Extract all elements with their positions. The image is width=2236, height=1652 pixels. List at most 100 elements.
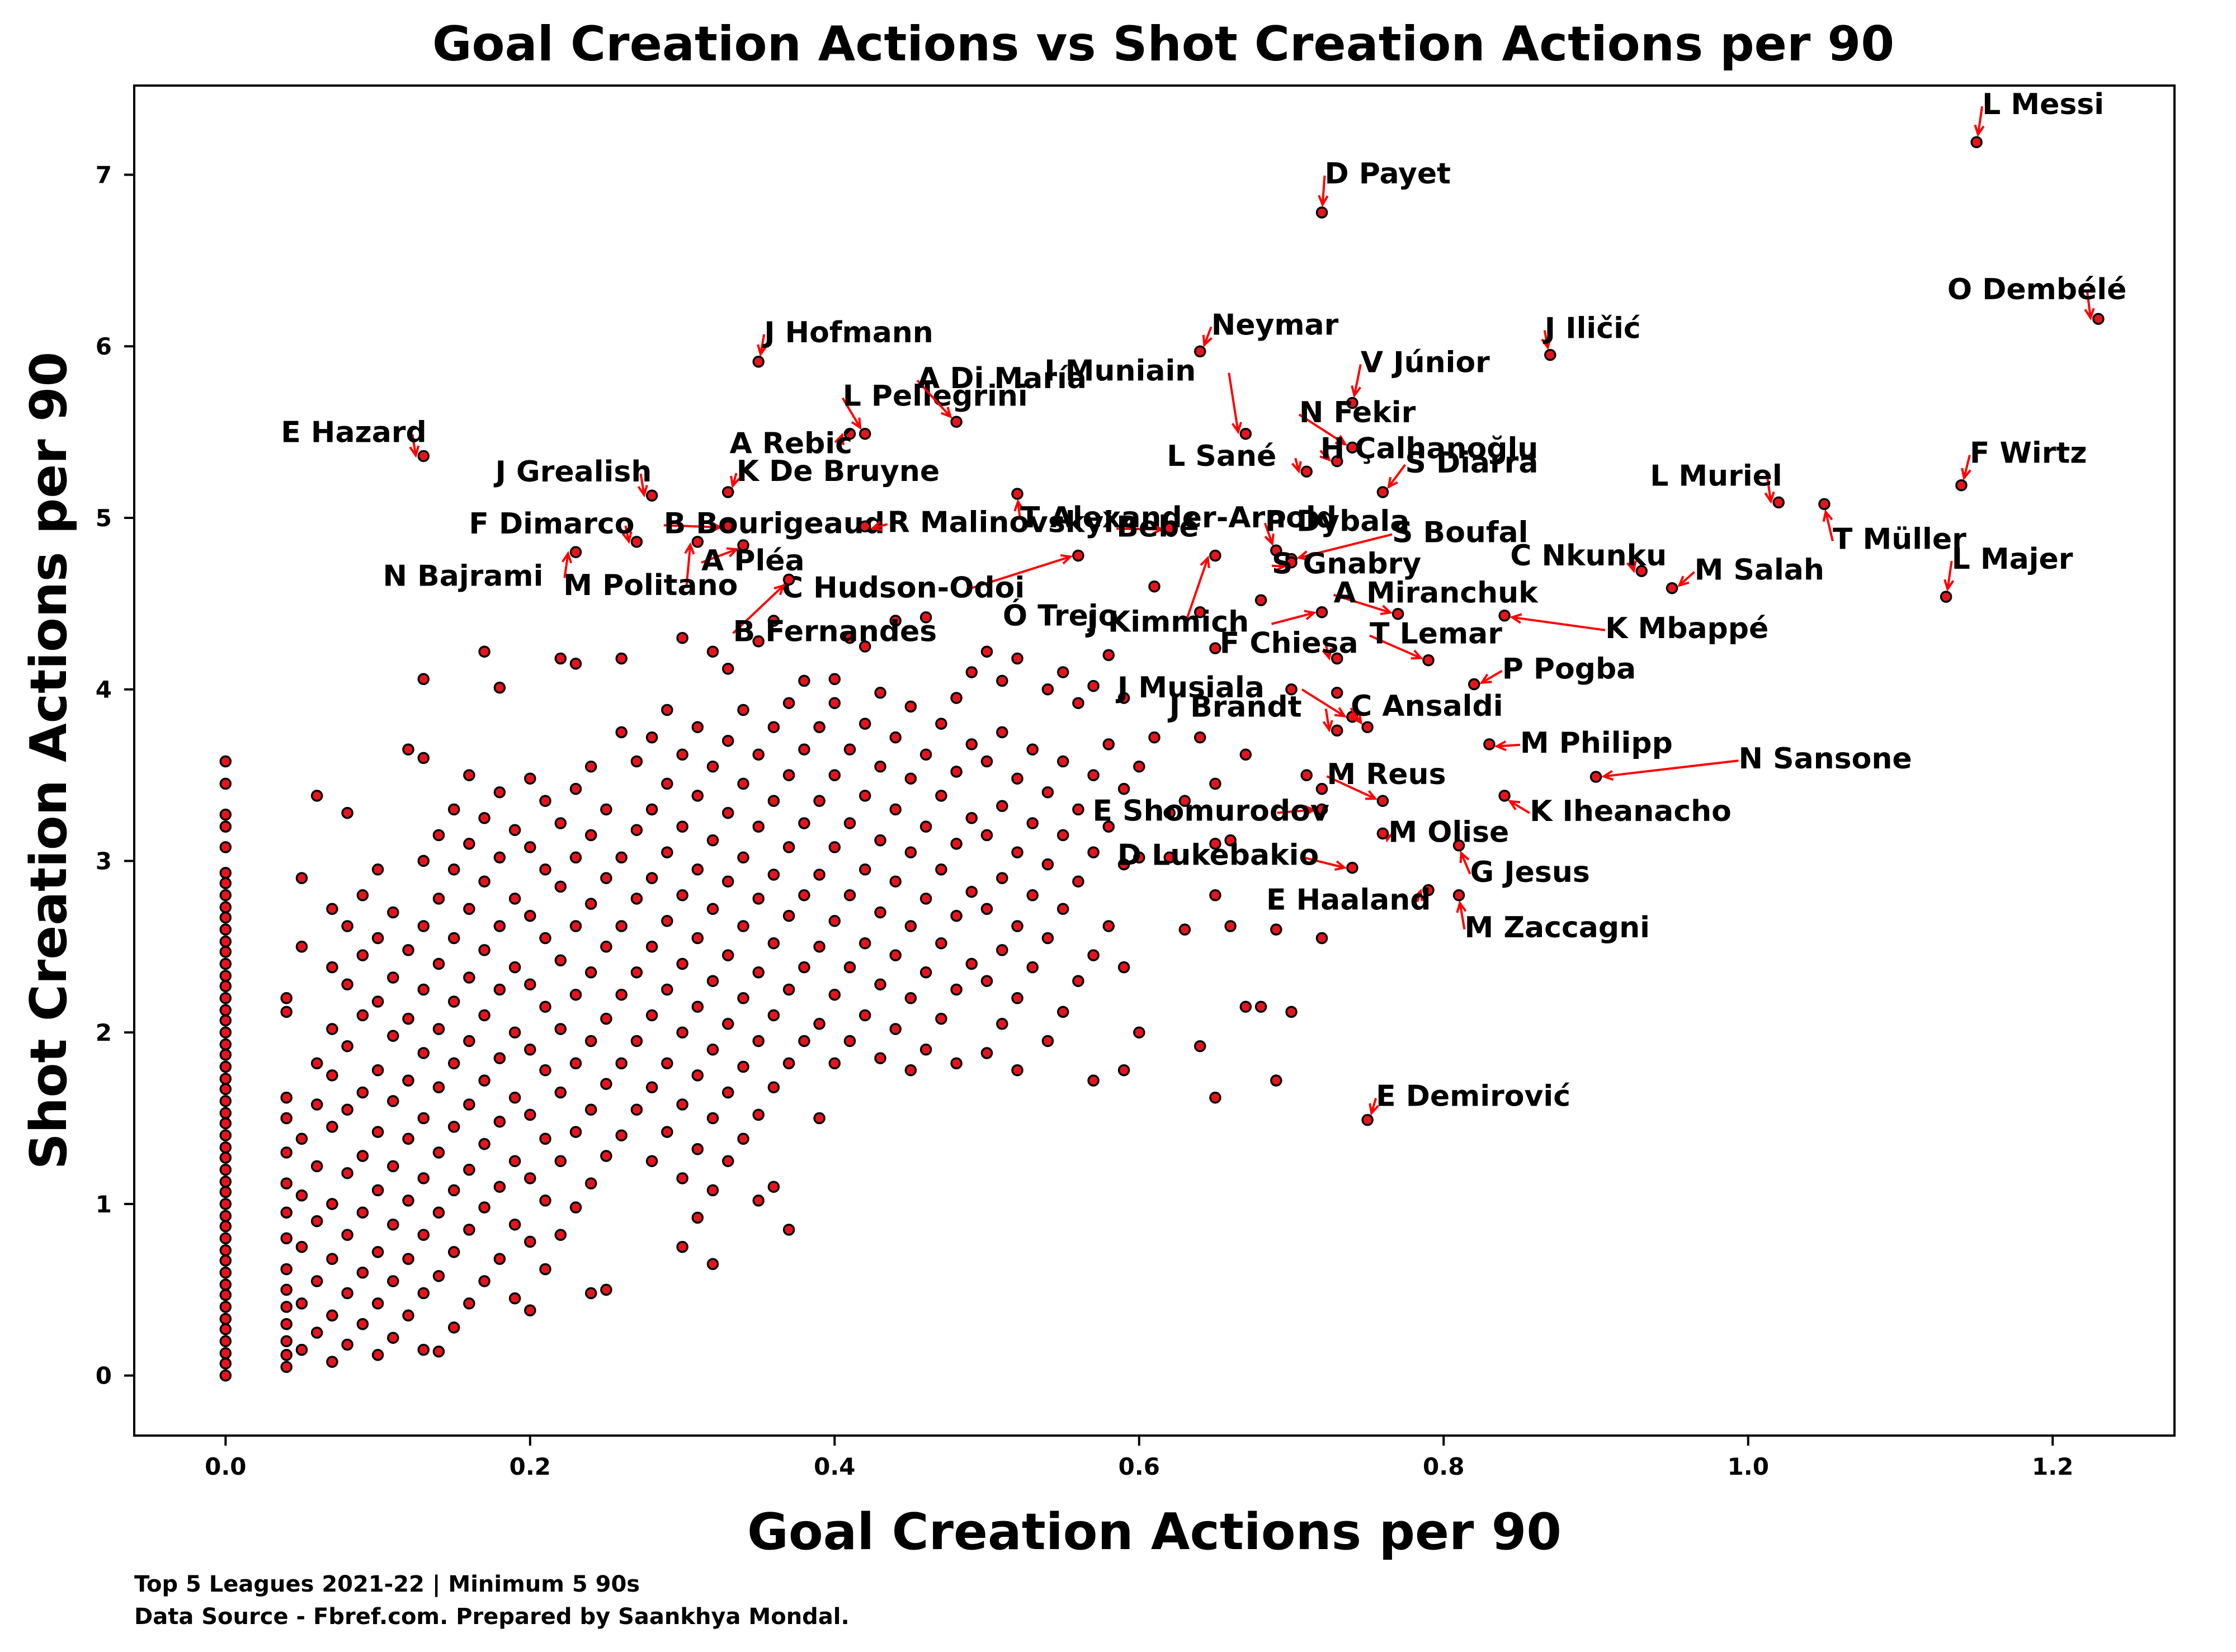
scatter-point — [706, 1184, 719, 1197]
scatter-point — [219, 1129, 232, 1141]
labeled-point: A Di María — [916, 362, 1087, 428]
scatter-point — [645, 1081, 658, 1094]
scatter-point — [387, 1095, 399, 1107]
scatter-point — [874, 834, 886, 847]
scatter-point — [1772, 496, 1785, 509]
scatter-point — [1072, 803, 1084, 816]
scatter-point — [371, 1246, 384, 1258]
scatter-point — [1011, 920, 1023, 932]
scatter-point — [417, 1287, 430, 1300]
labeled-point: G Jesus — [1452, 839, 1590, 889]
scatter-point — [1209, 838, 1221, 850]
labeled-point: J Brandt — [1168, 690, 1343, 737]
scatter-point — [447, 1321, 460, 1334]
annotation-arrow — [1369, 634, 1422, 659]
scatter-point — [828, 1057, 841, 1070]
scatter-point — [843, 427, 856, 440]
scatter-point — [219, 992, 232, 1004]
scatter-point — [219, 980, 232, 993]
scatter-point — [965, 885, 978, 898]
scatter-point — [1087, 769, 1100, 781]
scatter-point — [219, 1369, 232, 1382]
scatter-point — [1285, 683, 1298, 696]
y-tick-label: 4 — [96, 676, 112, 704]
scatter-point — [752, 820, 765, 833]
scatter-point — [904, 920, 917, 932]
annotation-arrowhead — [684, 542, 695, 555]
scatter-point — [584, 829, 597, 842]
scatter-point — [387, 1160, 399, 1173]
scatter-point — [1026, 743, 1039, 756]
scatter-point — [1163, 522, 1176, 535]
labeled-point: Neymar — [1194, 308, 1339, 358]
scatter-point — [996, 944, 1008, 956]
scatter-point — [1300, 465, 1313, 478]
scatter-point — [996, 800, 1008, 813]
x-axis-ticks: 0.0 0.2 0.4 0.6 0.8 1.0 1.2 — [205, 1436, 2073, 1480]
labeled-point: A Miranchuk — [1333, 577, 1539, 620]
scatter-point — [843, 817, 856, 829]
annotation-arrow — [1228, 372, 1239, 432]
scatter-point — [341, 1103, 353, 1116]
scatter-point — [782, 1224, 795, 1236]
player-label: L Sané — [1167, 440, 1276, 473]
scatter-point — [752, 893, 765, 905]
scatter-point — [1056, 829, 1069, 842]
scatter-point — [706, 1112, 719, 1125]
scatter-point — [615, 851, 628, 864]
scatter-point — [219, 1347, 232, 1360]
scatter-point — [1361, 1113, 1374, 1126]
scatter-point — [706, 645, 719, 658]
annotation-arrowhead — [851, 417, 862, 430]
annotation-arrow — [1370, 1098, 1378, 1114]
labeled-point: L Muriel — [1650, 459, 1785, 509]
scatter-point — [767, 1009, 780, 1022]
scatter-point — [676, 631, 688, 644]
annotation-arrowhead — [1508, 800, 1521, 810]
annotation-arrow — [1481, 669, 1503, 684]
scatter-point — [858, 863, 871, 876]
scatter-point — [782, 841, 795, 853]
scatter-point — [615, 1129, 628, 1141]
annotation-arrowhead — [1369, 1103, 1379, 1116]
scatter-point — [645, 1009, 658, 1022]
scatter-point — [219, 1198, 232, 1210]
scatter-point — [600, 1078, 612, 1090]
scatter-point — [904, 700, 917, 713]
annotation-arrowhead — [773, 583, 786, 596]
scatter-point — [493, 920, 506, 932]
scatter-point — [889, 615, 902, 627]
scatter-point — [447, 1121, 460, 1133]
annotation-arrow — [966, 555, 1071, 591]
annotation-arrowhead — [940, 407, 952, 419]
scatter-point — [493, 1115, 506, 1128]
scatter-point — [691, 1069, 704, 1082]
scatter-point — [554, 1155, 567, 1167]
labeled-point: S Gnabry — [1271, 547, 1421, 581]
annotation-arrowhead — [562, 551, 573, 564]
scatter-point — [1315, 932, 1328, 945]
scatter-point — [432, 957, 445, 970]
scatter-point — [1056, 755, 1069, 768]
scatter-point — [341, 806, 353, 819]
scatter-point — [508, 1218, 521, 1231]
player-label: Ó Trejo — [1003, 598, 1119, 633]
scatter-point — [828, 841, 841, 853]
player-label: D Payet — [1325, 157, 1451, 191]
scatter-point — [661, 983, 673, 996]
scatter-point — [798, 1035, 810, 1047]
scatter-point — [1346, 397, 1358, 409]
scatter-point — [310, 1160, 323, 1173]
annotation-arrow — [1678, 571, 1695, 587]
labeled-point: N Fekir — [1298, 396, 1416, 454]
player-label: K Mbappé — [1605, 612, 1768, 645]
scatter-point — [615, 988, 628, 1001]
scatter-point — [219, 923, 232, 936]
scatter-point — [1133, 1026, 1145, 1039]
scatter-point — [858, 937, 871, 950]
y-tick-label: 6 — [96, 333, 112, 360]
player-label: E Haaland — [1266, 884, 1431, 917]
scatter-point — [539, 1195, 551, 1207]
annotation-arrowhead — [621, 531, 633, 544]
scatter-point — [1300, 769, 1313, 781]
